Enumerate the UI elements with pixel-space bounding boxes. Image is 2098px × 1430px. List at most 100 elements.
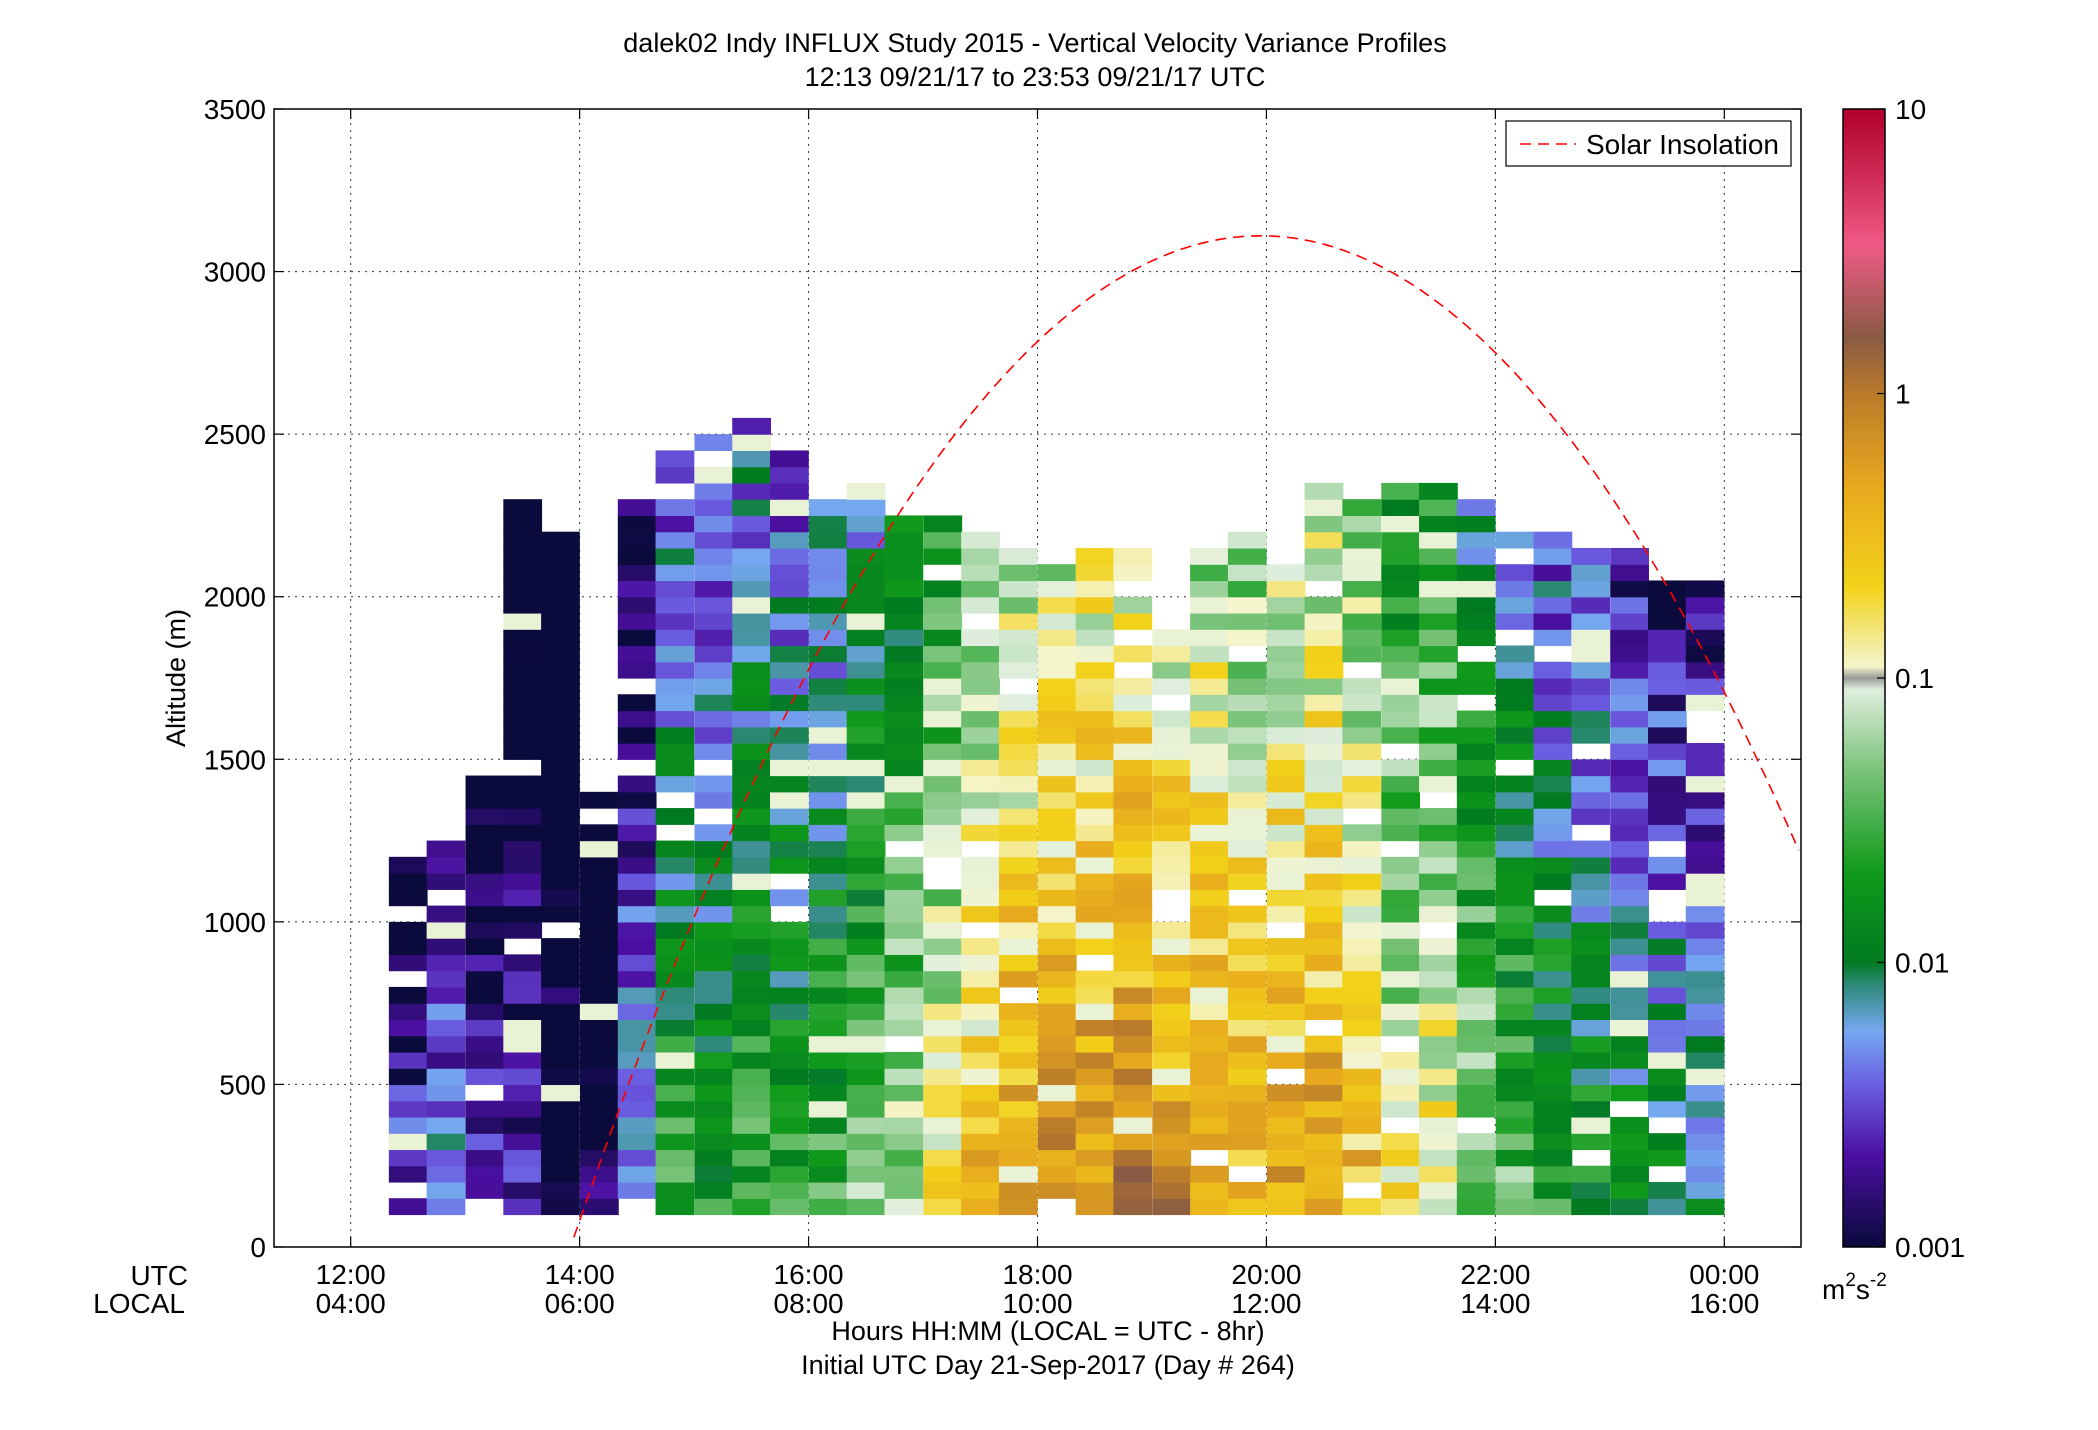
heatmap-cell <box>1381 873 1421 890</box>
heatmap-cell <box>1381 954 1421 972</box>
heatmap-cell <box>541 808 580 825</box>
heatmap-cell <box>388 1116 428 1134</box>
heatmap-cell <box>1190 889 1229 907</box>
heatmap-cell <box>1304 824 1344 842</box>
heatmap-cell <box>1533 612 1573 630</box>
heatmap-cell <box>1266 1198 1306 1216</box>
heatmap-cell <box>1190 726 1229 744</box>
heatmap-cell <box>1227 873 1267 890</box>
heatmap-cell <box>617 1068 657 1086</box>
heatmap-cell <box>1152 970 1192 988</box>
heatmap-cell <box>1304 612 1344 630</box>
heatmap-cell <box>1419 726 1458 744</box>
heatmap-cell <box>998 1133 1038 1151</box>
heatmap-cell <box>1113 1035 1153 1053</box>
heatmap-cell <box>655 889 695 907</box>
heatmap-cell <box>541 1084 580 1102</box>
heatmap-cell <box>694 678 734 695</box>
heatmap-cell <box>541 710 580 728</box>
colorbar-unit: m2s-2 <box>1822 1270 1887 1305</box>
heatmap-cell <box>694 791 734 809</box>
heatmap-cell <box>1495 726 1535 744</box>
heatmap-cell <box>617 905 657 923</box>
heatmap-cell <box>1685 1051 1725 1069</box>
heatmap-cell <box>1495 596 1535 614</box>
heatmap-cell <box>541 1181 580 1199</box>
heatmap-cell <box>426 954 466 972</box>
heatmap-cell <box>1419 531 1458 549</box>
heatmap-cell <box>1533 1165 1573 1183</box>
heatmap-cell <box>1113 873 1153 890</box>
heatmap-cell <box>1190 564 1229 582</box>
heatmap-cell <box>541 547 580 565</box>
x-tick-label-local-0: 04:00 <box>316 1288 386 1319</box>
heatmap-cell <box>1533 1116 1573 1134</box>
heatmap-cell <box>1456 1181 1496 1199</box>
heatmap-cell <box>846 1051 886 1069</box>
heatmap-cell <box>1381 775 1421 793</box>
heatmap-cell <box>1152 759 1192 777</box>
heatmap-cell <box>580 1198 619 1216</box>
heatmap-cell <box>1610 938 1649 955</box>
heatmap-cell <box>1266 645 1306 663</box>
heatmap-cell <box>1152 954 1192 972</box>
heatmap-cell <box>1113 1116 1153 1134</box>
heatmap-cell <box>1227 824 1267 842</box>
heatmap-cell <box>923 938 963 955</box>
heatmap-cell <box>541 743 580 760</box>
heatmap-cell <box>1190 1051 1229 1069</box>
heatmap-cell <box>1495 580 1535 598</box>
heatmap-cell <box>1456 1051 1496 1069</box>
heatmap-cell <box>923 1035 963 1053</box>
heatmap-cell <box>426 1149 466 1167</box>
heatmap-cell <box>1571 1100 1611 1118</box>
heatmap-cell <box>694 921 734 939</box>
heatmap-cell <box>846 596 886 614</box>
heatmap-cell <box>1227 954 1267 972</box>
heatmap-cell <box>1266 1133 1306 1151</box>
heatmap-cell <box>1342 694 1382 712</box>
heatmap-cell <box>1495 905 1535 923</box>
heatmap-cell <box>846 743 886 760</box>
heatmap-cell <box>1533 905 1573 923</box>
heatmap-cell <box>1419 499 1458 517</box>
heatmap-cell <box>1342 873 1382 890</box>
heatmap-cell <box>998 1149 1038 1167</box>
heatmap-cell <box>1342 1003 1382 1020</box>
heatmap-cell <box>426 1084 466 1102</box>
heatmap-cell <box>1610 1116 1649 1134</box>
heatmap-cell <box>1419 1068 1458 1086</box>
heatmap-cell <box>541 840 580 858</box>
heatmap-cell <box>1113 1019 1153 1037</box>
heatmap-cell <box>694 856 734 874</box>
heatmap-cell <box>694 873 734 890</box>
heatmap-cell <box>1342 938 1382 955</box>
heatmap-cell <box>1533 531 1573 549</box>
heatmap-cell <box>1647 954 1687 972</box>
heatmap-cell <box>617 1181 657 1199</box>
heatmap-cell <box>694 629 734 647</box>
heatmap-cell <box>1610 824 1649 842</box>
heatmap-cell <box>770 938 809 955</box>
heatmap-cell <box>1152 1003 1192 1020</box>
heatmap-cell <box>1685 775 1725 793</box>
heatmap-cell <box>655 710 695 728</box>
heatmap-cell <box>1456 499 1496 517</box>
heatmap-cell <box>1304 629 1344 647</box>
heatmap-cell <box>655 678 695 695</box>
heatmap-cell <box>1304 856 1344 874</box>
unit-base: m <box>1822 1274 1845 1305</box>
heatmap-cell <box>388 1165 428 1183</box>
heatmap-cell <box>1533 629 1573 647</box>
heatmap-cell <box>846 612 886 630</box>
heatmap-cell <box>1456 954 1496 972</box>
heatmap-cell <box>1685 954 1725 972</box>
heatmap-cell <box>732 547 772 565</box>
heatmap-cell <box>846 1181 886 1199</box>
heatmap-cell <box>961 1019 1000 1037</box>
heatmap-cell <box>770 515 809 533</box>
heatmap-cell <box>1190 1019 1229 1037</box>
heatmap-cell <box>846 726 886 744</box>
heatmap-cell <box>1685 986 1725 1004</box>
heatmap-cell <box>655 596 695 614</box>
